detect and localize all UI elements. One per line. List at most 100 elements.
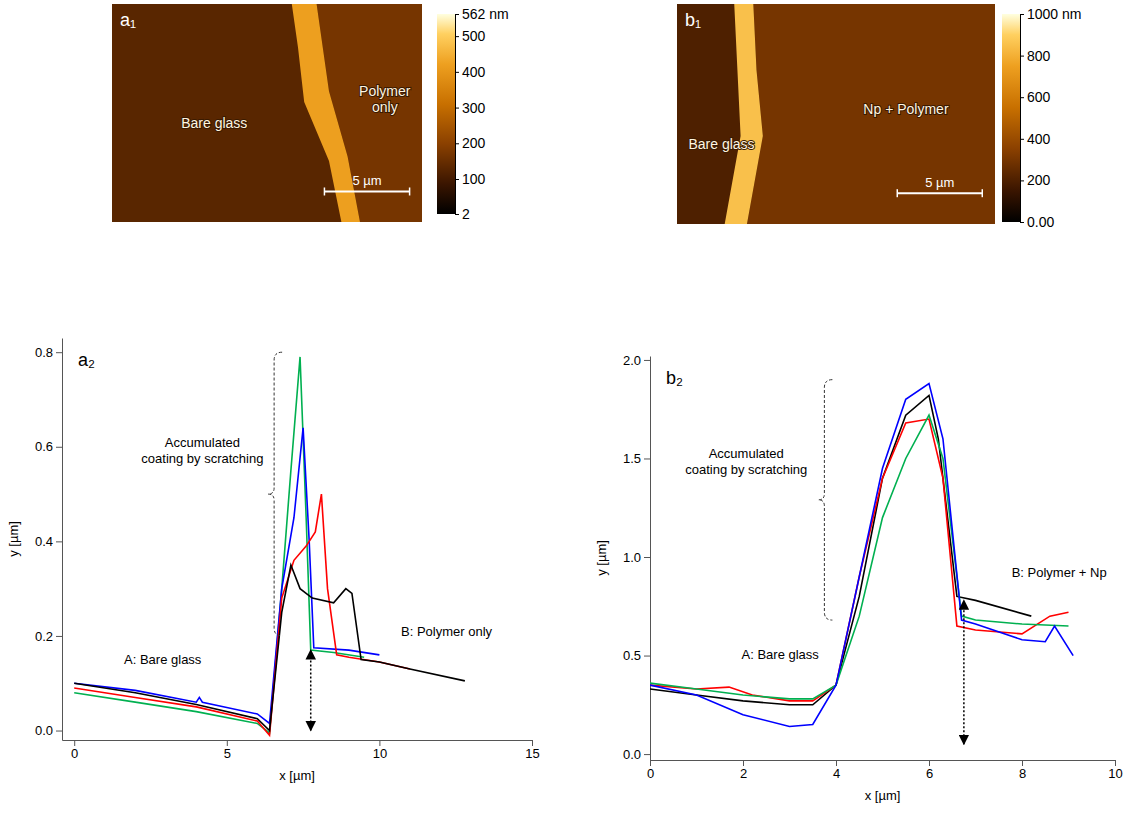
x-tick-label: 10	[1108, 766, 1122, 781]
y-tick: 0.8	[35, 345, 62, 360]
x-tick: 15	[525, 740, 539, 761]
x-tick-label: 6	[926, 766, 933, 781]
x-tick: 10	[373, 740, 387, 761]
region-label: Bare glass	[688, 136, 754, 152]
line-panel: 02468100.00.51.01.52.0x [µm]y [µm]Accumu…	[594, 353, 1123, 803]
colorbar	[437, 14, 455, 214]
region-label: Polymeronly	[359, 83, 411, 115]
y-axis-line	[62, 339, 63, 741]
height-region	[725, 4, 763, 224]
annotation: B: Polymer only	[401, 624, 493, 639]
thickness-arrow	[310, 650, 312, 730]
x-tick: 5	[224, 740, 231, 761]
x-tick-mark	[743, 760, 744, 766]
x-tick-mark	[1115, 760, 1116, 766]
y-tick-label: 0.6	[35, 439, 53, 454]
scale-bar-label: 5 µm	[352, 173, 381, 188]
y-tick-mark	[56, 447, 62, 448]
figure: Bare glass Polymeronly a₁ 5 µm 562 nm 500 400 3…	[0, 0, 1146, 816]
afm-image	[677, 4, 995, 224]
x-tick: 8	[1019, 760, 1026, 781]
text-line: Bare glass	[181, 115, 247, 131]
afm-panel: Bare glassPolymeronlya₁5 µm562 nm5004003…	[112, 4, 509, 222]
text-line: B: Polymer + Np	[1012, 565, 1107, 580]
colorbar-tick: 500	[455, 28, 486, 44]
y-tick-mark	[644, 360, 650, 361]
bracket	[268, 352, 282, 636]
y-tick-label: 1.0	[623, 550, 641, 565]
x-tick-label: 0	[647, 766, 654, 781]
y-tick-label: 0.2	[35, 629, 53, 644]
y-tick: 0.2	[35, 629, 62, 644]
text-line: Bare glass	[688, 136, 754, 152]
colorbar-tick-mark	[455, 108, 459, 109]
annotation: Accumulatedcoating by scratching	[141, 435, 263, 466]
x-tick-label: 10	[373, 746, 387, 761]
y-tick-label: 0.0	[35, 723, 53, 738]
colorbar-tick-mark	[1020, 97, 1024, 98]
colorbar-tick-mark	[455, 179, 459, 180]
bracket	[818, 380, 832, 620]
y-tick-mark	[56, 541, 62, 542]
profile-line	[650, 384, 1073, 727]
colorbar-tick-label: 562 nm	[462, 6, 509, 22]
x-tick: 6	[926, 760, 933, 781]
profile-line	[650, 395, 1031, 704]
y-tick: 1.5	[623, 451, 650, 466]
y-tick: 0.5	[623, 648, 650, 663]
height-region	[112, 4, 422, 222]
y-tick: 0.4	[35, 534, 62, 549]
colorbar-tick-mark	[1020, 180, 1024, 181]
colorbar-tick: 200	[1020, 172, 1051, 188]
x-tick: 10	[1108, 760, 1122, 781]
colorbar-tick-label: 200	[1027, 172, 1051, 188]
colorbar-tick-label: 1000 nm	[1027, 6, 1081, 22]
x-tick-mark	[650, 760, 651, 766]
text-line: coating by scratching	[141, 451, 263, 466]
panel-label: a₁	[120, 10, 136, 30]
annotation: B: Polymer + Np	[1012, 565, 1107, 580]
height-region	[292, 4, 360, 222]
colorbar-tick-mark	[1020, 222, 1024, 223]
profile-line	[74, 494, 410, 735]
thickness-arrow	[963, 600, 965, 744]
x-tick-mark	[379, 740, 380, 746]
y-axis: 0.0 0.2 0.4 0.6 0.8	[35, 339, 63, 741]
colorbar-tick-mark	[455, 72, 459, 73]
colorbar-tick: 0.00	[1020, 214, 1054, 230]
x-tick-label: 8	[1019, 766, 1026, 781]
text-line: A: Bare glass	[742, 647, 820, 662]
y-tick-label: 1.5	[623, 451, 641, 466]
x-tick: 0	[647, 760, 654, 781]
text-line: Np + Polymer	[863, 101, 949, 117]
y-axis-line	[650, 357, 651, 761]
panel-label: b₂	[666, 368, 683, 388]
x-tick: 2	[740, 760, 747, 781]
panel-label: a₂	[78, 350, 95, 370]
afm-image	[112, 4, 422, 222]
x-axis-line	[63, 740, 533, 741]
colorbar-tick: 200	[455, 135, 486, 151]
colorbar-tick: 1000 nm	[1020, 6, 1081, 22]
colorbar-tick-label: 100	[462, 171, 486, 187]
colorbar-tick: 400	[1020, 131, 1051, 147]
colorbar-tick-label: 800	[1027, 48, 1051, 64]
y-tick-mark	[56, 731, 62, 732]
x-axis-title: x [µm]	[865, 788, 901, 803]
x-tick-label: 15	[525, 746, 539, 761]
colorbar-axis-line	[1020, 15, 1021, 223]
scale-bar-end	[324, 187, 326, 195]
colorbar-tick: 300	[455, 100, 486, 116]
colorbar-tick: 2	[455, 206, 470, 222]
plot-lines	[650, 384, 1073, 727]
text-line: Accumulated	[709, 446, 784, 461]
text-line: only	[372, 99, 398, 115]
colorbar-tick-mark	[1020, 139, 1024, 140]
y-tick-mark	[644, 458, 650, 459]
x-tick-mark	[929, 760, 930, 766]
y-tick-mark	[56, 636, 62, 637]
profile-line	[74, 428, 379, 724]
x-tick-label: 4	[833, 766, 840, 781]
text-line: B: Polymer only	[401, 624, 493, 639]
text-line: coating by scratching	[685, 462, 807, 477]
